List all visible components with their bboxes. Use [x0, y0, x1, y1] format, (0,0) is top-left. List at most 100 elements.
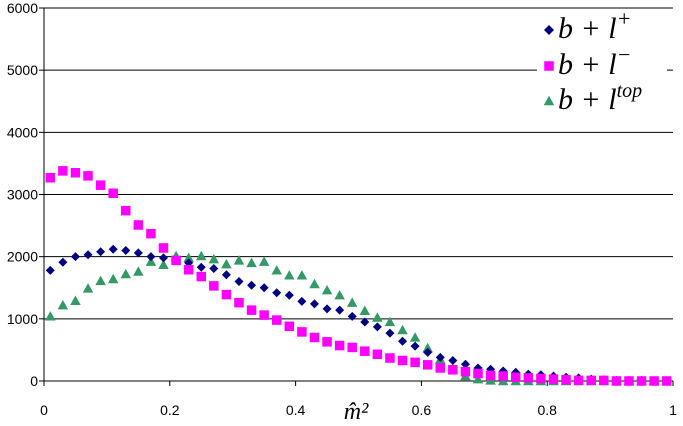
y-tick-label: 6000	[7, 0, 38, 16]
legend-marker-square	[544, 61, 554, 71]
data-point-diamond	[247, 280, 257, 290]
data-point-diamond	[297, 296, 307, 306]
data-point-square	[460, 366, 471, 377]
legend-label-superscript: top	[617, 80, 643, 102]
data-point-diamond	[96, 247, 106, 257]
data-point-square	[372, 349, 383, 360]
data-point-diamond	[209, 263, 219, 273]
data-point-diamond	[146, 252, 156, 262]
data-point-square	[498, 371, 508, 381]
data-point-triangle	[183, 252, 194, 263]
x-tick-label: 1	[669, 402, 677, 418]
data-point-square	[536, 373, 546, 384]
data-point-diamond	[360, 317, 370, 327]
data-point-square	[435, 363, 446, 373]
data-point-triangle	[372, 312, 383, 322]
data-point-diamond	[284, 290, 294, 300]
data-point-diamond	[196, 262, 206, 272]
data-point-diamond	[234, 277, 244, 287]
data-point-triangle	[95, 275, 106, 286]
x-axis-label: m̂²	[344, 399, 369, 425]
data-point-triangle	[258, 256, 270, 266]
data-point-triangle	[472, 373, 484, 384]
data-point-triangle	[133, 266, 144, 276]
x-tick-label: 0.6	[412, 402, 432, 418]
data-point-diamond	[259, 283, 269, 293]
data-point-square	[121, 205, 131, 216]
legend: b + l+b + l−b + ltop	[537, 6, 667, 122]
data-point-square	[146, 228, 156, 239]
data-point-square	[548, 374, 559, 384]
data-point-triangle	[384, 316, 396, 327]
y-tick-label: 4000	[7, 124, 38, 140]
data-point-triangle	[233, 255, 245, 265]
data-point-triangle	[246, 257, 257, 268]
data-point-triangle	[196, 250, 207, 261]
data-point-triangle	[422, 342, 433, 353]
data-point-square	[271, 315, 282, 325]
legend-marker-diamond	[544, 25, 554, 35]
data-point-diamond	[335, 305, 345, 315]
data-point-diamond	[159, 253, 169, 263]
legend-background	[537, 14, 667, 122]
data-point-square	[297, 327, 307, 337]
data-point-triangle	[57, 299, 69, 310]
y-tick-label: 3000	[7, 187, 38, 203]
x-tick-label: 0.2	[160, 402, 180, 418]
data-point-diamond	[121, 245, 131, 255]
legend-label-base: b + l	[558, 12, 617, 45]
data-point-triangle	[346, 297, 358, 307]
data-point-diamond	[347, 311, 357, 321]
data-point-square	[649, 376, 659, 386]
data-point-triangle	[334, 289, 345, 300]
data-point-diamond	[309, 299, 319, 309]
data-point-triangle	[158, 259, 169, 269]
data-point-diamond	[322, 304, 332, 314]
series-square	[45, 166, 672, 386]
data-point-square	[183, 264, 194, 275]
x-tick-label: 0.4	[286, 402, 306, 418]
data-point-diamond	[221, 270, 231, 280]
data-point-square	[561, 375, 571, 385]
data-point-diamond	[435, 352, 445, 362]
legend-label-base: b + l	[558, 48, 617, 81]
legend-entry-diamond: b + l+	[558, 6, 631, 45]
data-point-diamond	[372, 322, 382, 332]
data-point-square	[209, 281, 219, 291]
data-point-square	[171, 255, 181, 266]
data-point-square	[196, 271, 206, 282]
data-point-square	[95, 180, 106, 190]
data-point-triangle	[397, 324, 408, 335]
data-point-diamond	[398, 336, 408, 346]
data-point-square	[108, 188, 118, 199]
data-point-diamond	[58, 257, 68, 267]
data-point-square	[133, 220, 144, 230]
data-series	[45, 166, 672, 386]
data-point-square	[360, 346, 370, 356]
data-point-square	[70, 167, 81, 178]
data-point-triangle	[70, 295, 81, 306]
data-point-triangle	[309, 278, 320, 289]
data-point-diamond	[272, 288, 282, 298]
data-point-square	[636, 376, 647, 386]
legend-marker-triangle	[543, 95, 555, 106]
data-point-triangle	[359, 305, 371, 315]
y-tick-label: 1000	[7, 311, 38, 327]
data-point-square	[83, 171, 93, 181]
data-point-diamond	[45, 265, 55, 275]
data-point-triangle	[284, 270, 295, 280]
data-point-diamond	[385, 328, 395, 338]
data-point-square	[234, 297, 244, 308]
data-point-square	[661, 376, 672, 386]
data-point-diamond	[133, 248, 143, 258]
data-point-square	[334, 340, 345, 351]
data-point-square	[221, 289, 232, 300]
data-point-square	[246, 305, 257, 315]
data-point-square	[284, 321, 295, 332]
data-point-square	[322, 337, 332, 347]
data-point-square	[586, 375, 596, 386]
data-point-square	[397, 355, 408, 366]
data-point-square	[624, 376, 634, 386]
data-point-triangle	[107, 273, 119, 284]
